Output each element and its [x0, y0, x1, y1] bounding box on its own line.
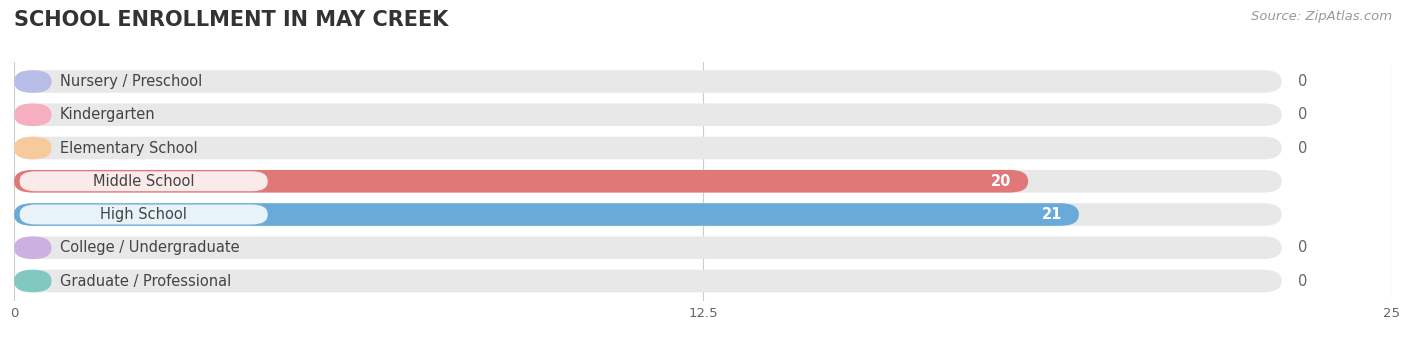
Text: College / Undergraduate: College / Undergraduate — [60, 240, 239, 255]
FancyBboxPatch shape — [14, 70, 1282, 93]
Text: High School: High School — [100, 207, 187, 222]
FancyBboxPatch shape — [14, 137, 52, 159]
Text: 0: 0 — [1298, 74, 1308, 89]
FancyBboxPatch shape — [14, 270, 52, 292]
Text: 21: 21 — [1042, 207, 1063, 222]
FancyBboxPatch shape — [14, 137, 1282, 159]
Text: Middle School: Middle School — [93, 174, 194, 189]
Text: Elementary School: Elementary School — [60, 141, 197, 156]
FancyBboxPatch shape — [14, 70, 52, 93]
Text: 0: 0 — [1298, 141, 1308, 156]
Text: Kindergarten: Kindergarten — [60, 107, 156, 122]
Text: 0: 0 — [1298, 240, 1308, 255]
FancyBboxPatch shape — [14, 270, 1282, 292]
FancyBboxPatch shape — [20, 171, 267, 191]
FancyBboxPatch shape — [14, 236, 1282, 259]
Text: Graduate / Professional: Graduate / Professional — [60, 274, 231, 289]
FancyBboxPatch shape — [14, 203, 1078, 226]
Text: Nursery / Preschool: Nursery / Preschool — [60, 74, 202, 89]
Text: 20: 20 — [991, 174, 1012, 189]
FancyBboxPatch shape — [14, 103, 1282, 126]
FancyBboxPatch shape — [14, 236, 52, 259]
FancyBboxPatch shape — [14, 203, 1282, 226]
Text: 0: 0 — [1298, 274, 1308, 289]
Text: 0: 0 — [1298, 107, 1308, 122]
FancyBboxPatch shape — [20, 205, 267, 224]
Text: SCHOOL ENROLLMENT IN MAY CREEK: SCHOOL ENROLLMENT IN MAY CREEK — [14, 10, 449, 30]
FancyBboxPatch shape — [14, 103, 52, 126]
Text: Source: ZipAtlas.com: Source: ZipAtlas.com — [1251, 10, 1392, 23]
FancyBboxPatch shape — [14, 170, 1028, 193]
FancyBboxPatch shape — [14, 170, 1282, 193]
